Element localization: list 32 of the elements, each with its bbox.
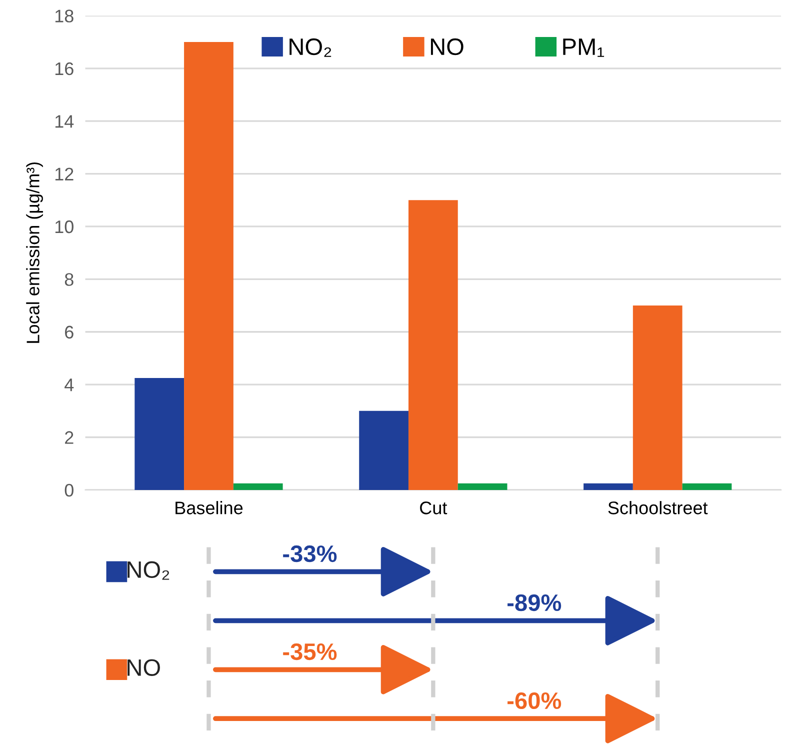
y-tick-label: 14: [55, 115, 74, 128]
y-tick-label: 8: [64, 273, 74, 286]
y-tick-label: 12: [55, 168, 74, 180]
text: -33%: [283, 545, 337, 562]
legend-label: PM₁: [563, 38, 604, 57]
text: NO: [128, 659, 160, 676]
y-tick-label: 16: [55, 62, 74, 76]
bar: [584, 483, 633, 490]
y-tick-label: 10: [55, 220, 74, 234]
bar: [682, 483, 732, 490]
x-tick-label: Baseline: [176, 501, 243, 514]
y-tick-label: 6: [65, 326, 74, 339]
y-tick-label: 18: [55, 10, 74, 22]
text: NO₂: [128, 561, 170, 580]
bar: [233, 483, 283, 490]
text: -35%: [283, 643, 337, 660]
legend-label: NO: [430, 38, 464, 56]
y-tick-label: 4: [64, 378, 74, 392]
bar: [134, 378, 184, 490]
y-tick-label: 2: [65, 431, 74, 444]
x-tick-label: Cut: [420, 502, 448, 514]
text: -89%: [508, 594, 562, 612]
text: -60%: [508, 692, 562, 710]
y-tick-label: 0: [64, 484, 74, 497]
legend-label: NO₂: [290, 38, 332, 57]
bar: [184, 42, 234, 490]
bar: [408, 200, 458, 490]
x-tick-label: Schoolstreet: [608, 501, 708, 514]
bar: [359, 410, 408, 490]
y-axis-title: Local emission (µg/m³): [26, 162, 43, 343]
bar: [458, 483, 508, 490]
bar: [632, 306, 682, 490]
